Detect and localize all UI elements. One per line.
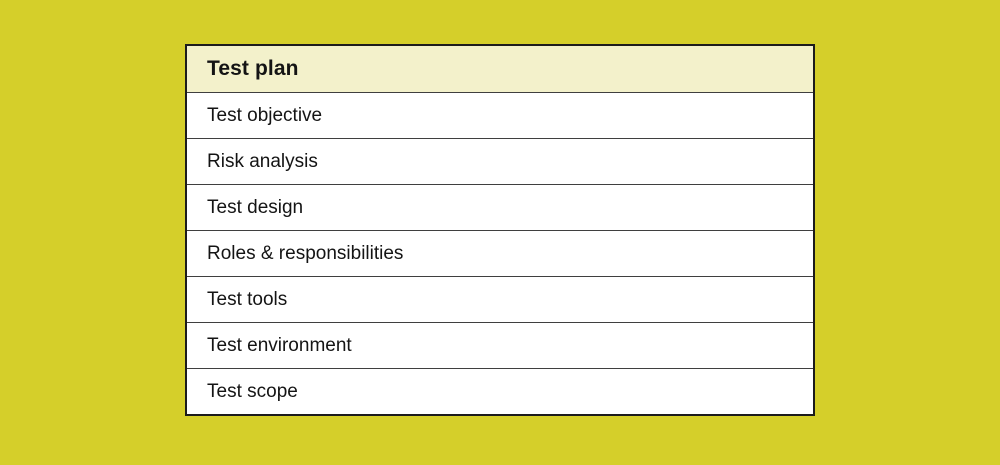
test-plan-table: Test plan Test objective Risk analysis Tes… [185, 44, 815, 416]
table-row: Roles & responsibilities [187, 230, 813, 276]
table-row: Risk analysis [187, 138, 813, 184]
row-label: Roles & responsibilities [207, 242, 404, 264]
table-header-label: Test plan [207, 57, 299, 80]
table-row: Test design [187, 184, 813, 230]
table-rows: Test objective Risk analysis Test design Ro… [187, 92, 813, 414]
row-label: Risk analysis [207, 150, 318, 172]
table-row: Test objective [187, 92, 813, 138]
row-label: Test scope [207, 380, 298, 402]
row-label: Test design [207, 196, 304, 218]
table-header: Test plan [187, 46, 813, 92]
table-row: Test scope [187, 368, 813, 414]
table-row: Test environment [187, 322, 813, 368]
row-label: Test tools [207, 288, 288, 310]
table-row: Test tools [187, 276, 813, 322]
row-label: Test objective [207, 104, 323, 126]
row-label: Test environment [207, 334, 352, 356]
